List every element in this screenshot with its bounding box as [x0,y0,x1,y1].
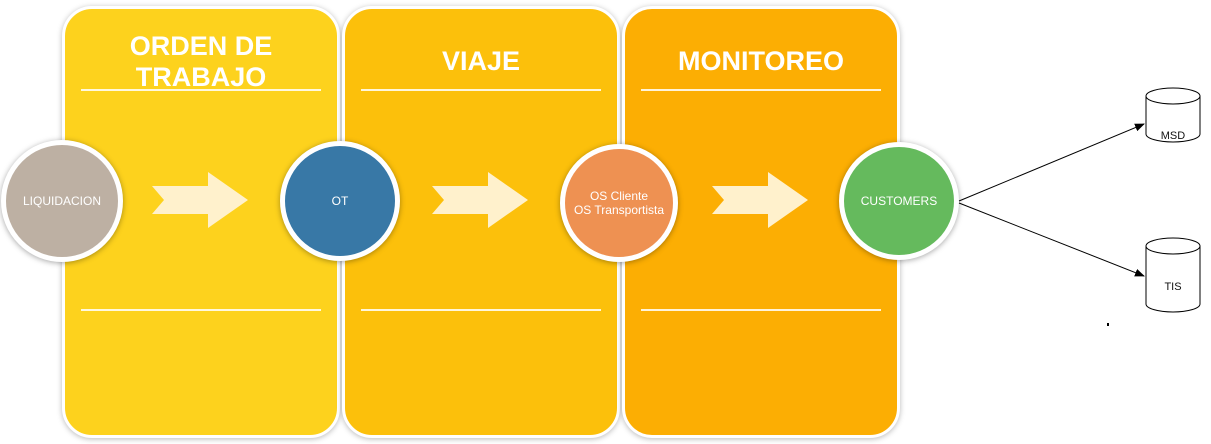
flow-arrow-2 [432,172,528,228]
node-liquidacion-label: LIQUIDACION [22,194,101,208]
stray-mark [1107,323,1109,326]
node-ot: OT [280,141,400,261]
database-tis-label: TIS [1164,281,1181,293]
stage-divider-bottom [81,309,321,311]
database-msd-label: MSD [1161,130,1186,142]
node-customers: CUSTOMERS [839,142,959,260]
stage-divider-bottom [641,309,881,311]
flow-arrow-3 [712,172,808,228]
connector-customers-tis [958,202,1145,277]
flow-arrow-1 [152,172,248,228]
stage-divider-top [81,89,321,91]
stage-title-monitoreo: MONITOREO [677,46,844,76]
stage-title-orden-de-trabajo: ORDEN DE TRABAJO [129,31,273,92]
database-tis: TIS [1145,237,1201,313]
stage-title-viaje: VIAJE [441,46,521,76]
node-liquidacion: LIQUIDACION [1,140,123,262]
connector-customers-msd [958,123,1145,202]
stage-divider-top [641,89,881,91]
database-msd: MSD [1145,87,1201,143]
node-ot-label: OT [331,194,349,208]
stage-divider-top [361,89,601,91]
node-os-label: OS Cliente OS Transportista [573,189,665,217]
node-os: OS Cliente OS Transportista [560,144,678,262]
node-customers-label: CUSTOMERS [860,194,938,208]
stage-divider-bottom [361,309,601,311]
